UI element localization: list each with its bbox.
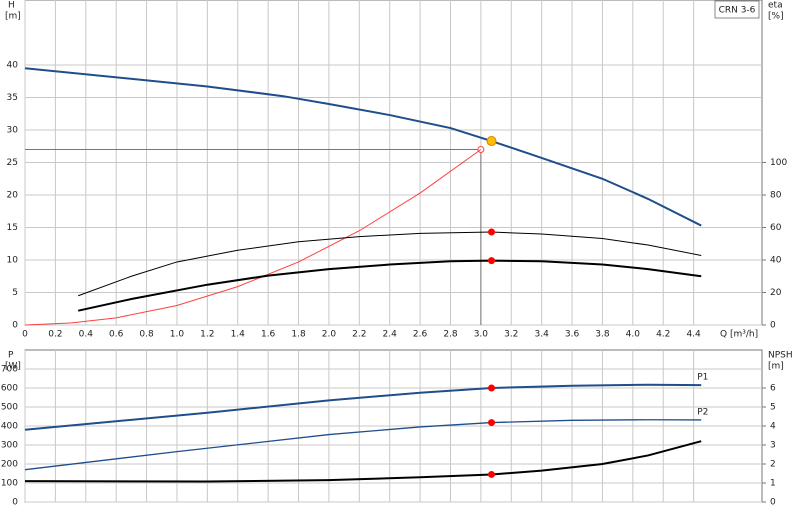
curve-label: P2 [697, 407, 708, 417]
y2-axis-unit: [%] [768, 12, 784, 22]
operating-point [488, 384, 496, 392]
y-axis-label: H [8, 1, 15, 11]
x-tick-label: 0.2 [48, 330, 62, 340]
x-tick-label: 3.2 [504, 330, 518, 340]
y2-tick-label: 80 [770, 191, 782, 201]
y2-tick-label: 6 [770, 384, 776, 394]
x-tick-label: 0.6 [109, 330, 124, 340]
x-tick-label: 2.6 [413, 330, 428, 340]
y2-axis-label: NPSH [768, 351, 793, 361]
curve [78, 231, 702, 297]
y-tick-label: 15 [7, 223, 18, 233]
y-axis-unit: [W] [5, 362, 21, 372]
y-tick-label: 500 [1, 403, 18, 413]
y-tick-label: 0 [12, 498, 18, 508]
curve [24, 149, 482, 326]
x-tick-label: 3.4 [534, 330, 549, 340]
y-tick-label: 5 [12, 288, 18, 298]
y-tick-label: 200 [1, 460, 18, 470]
x-tick-label: 2.8 [443, 330, 458, 340]
x-tick-label: 0 [22, 330, 28, 340]
x-tick-label: 0.8 [139, 330, 154, 340]
y2-tick-label: 2 [770, 460, 776, 470]
x-tick-label: 1.0 [170, 330, 185, 340]
y-tick-label: 600 [1, 384, 18, 394]
x-tick-label: 3.8 [595, 330, 610, 340]
x-tick-label: 3.6 [565, 330, 580, 340]
y-axis-label: P [8, 351, 14, 361]
y2-axis-unit: [m] [768, 362, 784, 372]
y2-tick-label: 5 [770, 403, 776, 413]
curve [77, 259, 702, 312]
x-tick-label: 2.4 [383, 330, 398, 340]
y2-tick-label: 40 [770, 256, 782, 266]
y-tick-label: 35 [7, 93, 18, 103]
operating-point [486, 136, 497, 147]
x-tick-label: 2.2 [352, 330, 366, 340]
y2-tick-label: 1 [770, 479, 776, 489]
y-tick-label: 20 [7, 191, 19, 201]
y-tick-label: 700 [1, 365, 18, 375]
curve [24, 67, 702, 227]
y2-tick-label: 4 [770, 422, 776, 432]
y2-tick-label: 3 [770, 441, 776, 451]
y2-tick-label: 20 [770, 288, 782, 298]
pump-label: CRN 3-6 [719, 6, 756, 16]
curve-label: P1 [697, 373, 708, 383]
label-box [714, 0, 760, 19]
y2-axis-label: eta [768, 1, 783, 11]
x-tick-label: 1.2 [200, 330, 214, 340]
y2-tick-label: 100 [770, 158, 787, 168]
y2-tick-label: 0 [770, 321, 776, 331]
x-tick-label: 4.4 [686, 330, 701, 340]
operating-point [488, 257, 496, 265]
y-tick-label: 0 [12, 321, 18, 331]
operating-point [488, 470, 496, 478]
y-tick-label: 300 [1, 441, 18, 451]
y-tick-label: 10 [7, 256, 19, 266]
y-tick-label: 30 [7, 126, 19, 136]
y2-tick-label: 60 [770, 223, 782, 233]
x-tick-label: 0.4 [79, 330, 94, 340]
y-tick-label: 400 [1, 422, 18, 432]
x-tick-label: 3.0 [474, 330, 489, 340]
y-tick-label: 25 [7, 158, 18, 168]
y-tick-label: 40 [7, 61, 19, 71]
operating-point [488, 419, 496, 427]
operating-point [488, 228, 496, 236]
curve [24, 383, 702, 431]
x-tick-label: 4.2 [656, 330, 670, 340]
x-tick-label: 2.0 [322, 330, 337, 340]
x-tick-label: 1.4 [231, 330, 246, 340]
y2-tick-label: 0 [770, 498, 776, 508]
curve [24, 419, 702, 471]
y-axis-unit: [m] [5, 12, 21, 22]
x-tick-label: 1.8 [291, 330, 306, 340]
x-tick-label: 4.0 [626, 330, 641, 340]
y-tick-label: 100 [1, 479, 18, 489]
x-tick-label: 1.6 [261, 330, 276, 340]
x-axis-label: Q [m³/h] [720, 330, 758, 340]
